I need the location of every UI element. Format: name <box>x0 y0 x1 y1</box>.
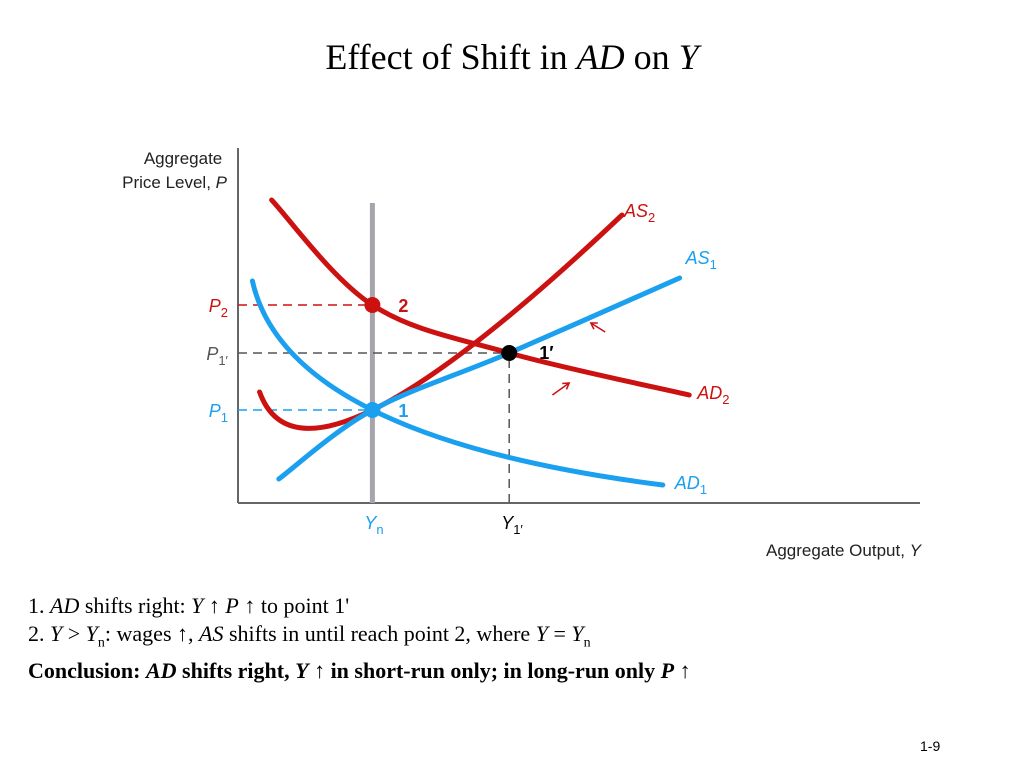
note-line-1: 1. AD shifts right: Y ↑ P ↑ to point 1' <box>28 593 350 618</box>
equilibrium-point-1 <box>501 345 518 361</box>
curve-label-ad2: AD2 <box>696 383 729 407</box>
direction-arrow-1 <box>551 382 570 396</box>
equilibrium-point-0 <box>364 297 381 313</box>
x-axis-label: Aggregate Output, Y <box>766 541 923 560</box>
price-label-0: P2 <box>209 296 228 320</box>
direction-arrowhead-0 <box>589 322 598 330</box>
title-text-on: on <box>624 37 679 77</box>
curve-label-as1: AS1 <box>685 248 717 272</box>
explanation-notes: 1. AD shifts right: Y ↑ P ↑ to point 1' … <box>28 592 1008 685</box>
curve-label-ad1: AD1 <box>674 473 707 497</box>
output-label-1: Y1′ <box>501 513 523 537</box>
curve-as1 <box>276 275 683 482</box>
direction-arrow-0 <box>590 322 606 333</box>
direction-arrowhead-1 <box>562 382 571 390</box>
ad-as-chart: Aggregate Price Level, P Aggregate Outpu… <box>122 148 923 560</box>
title-text: Effect of Shift in <box>325 37 577 77</box>
note-conclusion: Conclusion: AD shifts right, Y ↑ in shor… <box>28 658 691 684</box>
price-label-2: P1 <box>209 401 228 425</box>
point-label-0: 2 <box>398 296 408 316</box>
curve-ad2 <box>269 197 692 398</box>
chart-marks: P2 P1′ P1 Yn Y1′ AS2 AS1 AD2 AD1 2 1′ 1 <box>206 197 729 537</box>
price-label-1: P1′ <box>206 344 228 368</box>
point-label-2: 1 <box>398 401 408 421</box>
equilibrium-point-2 <box>364 402 381 418</box>
note-line-2: 2. Y > Yn: wages ↑, AS shifts in until r… <box>28 621 591 651</box>
output-label-0: Yn <box>364 513 383 537</box>
page-number: 1-9 <box>920 738 941 754</box>
point-label-1: 1′ <box>539 343 553 363</box>
title-y: Y <box>678 37 699 77</box>
title-ad: AD <box>576 37 625 77</box>
y-axis-label: Aggregate Price Level, P <box>122 149 228 192</box>
slide-title: Effect of Shift in AD on Y <box>0 36 1024 78</box>
curve-label-as2: AS2 <box>623 201 655 225</box>
